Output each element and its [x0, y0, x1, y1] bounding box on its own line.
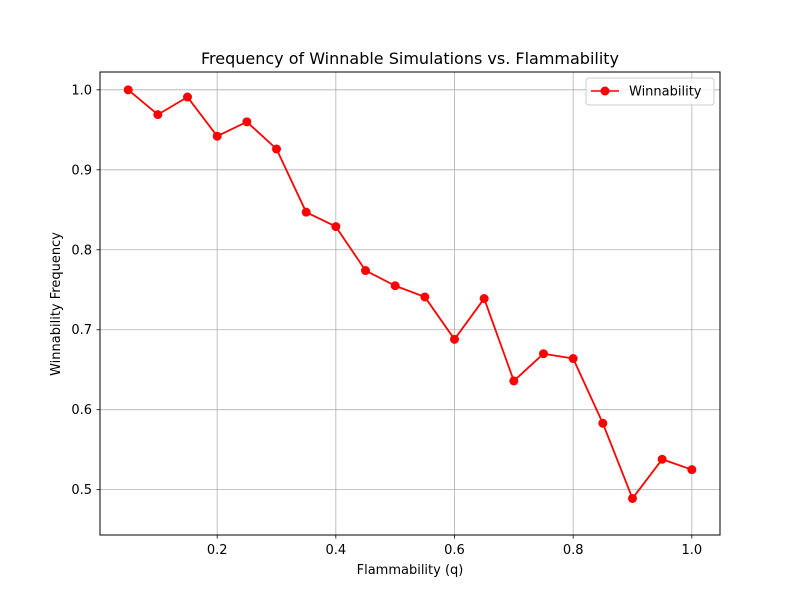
x-tick-label: 0.6: [444, 543, 465, 558]
data-point: [123, 85, 133, 95]
data-point: [153, 110, 163, 120]
data-point: [687, 465, 697, 475]
data-point: [331, 222, 341, 232]
y-tick-label: 0.5: [71, 483, 92, 498]
legend-marker: [600, 86, 610, 96]
data-point: [509, 376, 519, 386]
data-point: [301, 207, 311, 217]
series-line: [127, 89, 693, 500]
y-tick-label: 0.7: [71, 323, 92, 338]
legend: Winnability: [585, 77, 715, 106]
data-point: [568, 354, 578, 364]
data-point: [242, 117, 252, 127]
data-point: [390, 281, 400, 291]
y-tick-label: 0.9: [71, 163, 92, 178]
data-point: [627, 493, 637, 503]
x-tick-label: 0.8: [563, 543, 584, 558]
legend-box: [585, 77, 715, 106]
y-tick-label: 1.0: [71, 83, 92, 98]
x-axis-title: Flammability (q): [357, 563, 464, 578]
data-point: [449, 334, 459, 344]
x-tick-label: 0.4: [325, 543, 346, 558]
data-point: [538, 349, 548, 359]
data-point: [420, 292, 430, 302]
data-point: [657, 454, 667, 464]
y-tick-label: 0.6: [71, 403, 92, 418]
chart-title: Frequency of Winnable Simulations vs. Fl…: [201, 49, 619, 68]
data-point: [183, 92, 193, 102]
data-point: [598, 418, 608, 428]
data-point: [361, 266, 371, 276]
x-tick-label: 1.0: [681, 543, 702, 558]
series-layer: [123, 85, 697, 503]
data-point: [479, 294, 489, 304]
legend-label: Winnability: [629, 85, 702, 100]
data-point: [272, 144, 282, 154]
x-tick-label: 0.2: [207, 543, 228, 558]
y-tick-label: 0.8: [71, 243, 92, 258]
plot-frame: [99, 71, 721, 536]
y-axis-title: Winnability Frequency: [49, 232, 64, 376]
data-point: [212, 131, 222, 141]
axis-ticks: 0.2 0.4 0.6 0.8 1.0 0.5 0.6 0.7 0.8 0.9 1.0: [71, 83, 702, 558]
